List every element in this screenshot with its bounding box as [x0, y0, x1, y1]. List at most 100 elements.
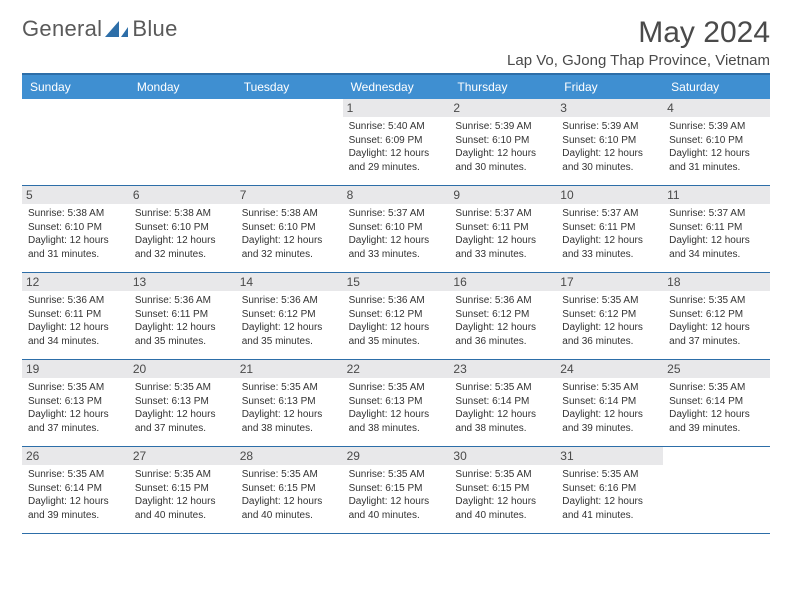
day-number: 4: [663, 99, 770, 117]
sunrise-line: Sunrise: 5:36 AM: [135, 294, 230, 308]
day-facts: Sunrise: 5:38 AMSunset: 6:10 PMDaylight:…: [242, 207, 337, 261]
day-number: 7: [236, 186, 343, 204]
day-facts: Sunrise: 5:39 AMSunset: 6:10 PMDaylight:…: [669, 120, 764, 174]
daylight-line: Daylight: 12 hours and 39 minutes.: [669, 408, 764, 435]
sunrise-line: Sunrise: 5:35 AM: [135, 468, 230, 482]
daylight-line: Daylight: 12 hours and 33 minutes.: [562, 234, 657, 261]
day-number: 10: [556, 186, 663, 204]
day-facts: Sunrise: 5:35 AMSunset: 6:13 PMDaylight:…: [135, 381, 230, 435]
daylight-line: Daylight: 12 hours and 30 minutes.: [455, 147, 550, 174]
sunrise-line: Sunrise: 5:36 AM: [242, 294, 337, 308]
day-number: 15: [343, 273, 450, 291]
daylight-line: Daylight: 12 hours and 30 minutes.: [562, 147, 657, 174]
sunrise-line: Sunrise: 5:39 AM: [455, 120, 550, 134]
day-facts: Sunrise: 5:35 AMSunset: 6:12 PMDaylight:…: [669, 294, 764, 348]
day-number: 21: [236, 360, 343, 378]
calendar-day-cell: 28Sunrise: 5:35 AMSunset: 6:15 PMDayligh…: [236, 447, 343, 533]
brand-word-2: Blue: [132, 16, 177, 42]
day-number: 5: [22, 186, 129, 204]
sunset-line: Sunset: 6:12 PM: [455, 308, 550, 322]
calendar-day-cell: 10Sunrise: 5:37 AMSunset: 6:11 PMDayligh…: [556, 186, 663, 272]
sunrise-line: Sunrise: 5:36 AM: [28, 294, 123, 308]
day-number: 9: [449, 186, 556, 204]
daylight-line: Daylight: 12 hours and 31 minutes.: [28, 234, 123, 261]
day-facts: Sunrise: 5:35 AMSunset: 6:12 PMDaylight:…: [562, 294, 657, 348]
day-number: 26: [22, 447, 129, 465]
sunrise-line: Sunrise: 5:35 AM: [349, 468, 444, 482]
daylight-line: Daylight: 12 hours and 37 minutes.: [135, 408, 230, 435]
sunset-line: Sunset: 6:13 PM: [349, 395, 444, 409]
sunset-line: Sunset: 6:11 PM: [669, 221, 764, 235]
daylight-line: Daylight: 12 hours and 39 minutes.: [28, 495, 123, 522]
sunrise-line: Sunrise: 5:37 AM: [669, 207, 764, 221]
sunrise-line: Sunrise: 5:38 AM: [28, 207, 123, 221]
calendar-empty-cell: [129, 99, 236, 185]
calendar-day-cell: 6Sunrise: 5:38 AMSunset: 6:10 PMDaylight…: [129, 186, 236, 272]
sunrise-line: Sunrise: 5:38 AM: [135, 207, 230, 221]
day-number: 2: [449, 99, 556, 117]
calendar-week-row: 5Sunrise: 5:38 AMSunset: 6:10 PMDaylight…: [22, 186, 770, 273]
sunrise-line: Sunrise: 5:39 AM: [669, 120, 764, 134]
day-facts: Sunrise: 5:36 AMSunset: 6:12 PMDaylight:…: [455, 294, 550, 348]
weekday-header: Sunday: [22, 75, 129, 99]
calendar-day-cell: 13Sunrise: 5:36 AMSunset: 6:11 PMDayligh…: [129, 273, 236, 359]
weekday-header: Saturday: [663, 75, 770, 99]
daylight-line: Daylight: 12 hours and 38 minutes.: [349, 408, 444, 435]
daylight-line: Daylight: 12 hours and 39 minutes.: [562, 408, 657, 435]
daylight-line: Daylight: 12 hours and 32 minutes.: [242, 234, 337, 261]
day-number: 31: [556, 447, 663, 465]
calendar-day-cell: 22Sunrise: 5:35 AMSunset: 6:13 PMDayligh…: [343, 360, 450, 446]
day-number: 27: [129, 447, 236, 465]
day-number: 28: [236, 447, 343, 465]
sunset-line: Sunset: 6:10 PM: [349, 221, 444, 235]
day-number: 6: [129, 186, 236, 204]
sunset-line: Sunset: 6:10 PM: [28, 221, 123, 235]
weekday-header: Thursday: [449, 75, 556, 99]
calendar-day-cell: 11Sunrise: 5:37 AMSunset: 6:11 PMDayligh…: [663, 186, 770, 272]
daylight-line: Daylight: 12 hours and 35 minutes.: [349, 321, 444, 348]
sunrise-line: Sunrise: 5:35 AM: [242, 468, 337, 482]
brand-word-1: General: [22, 16, 102, 42]
day-facts: Sunrise: 5:36 AMSunset: 6:12 PMDaylight:…: [242, 294, 337, 348]
weekday-header-row: SundayMondayTuesdayWednesdayThursdayFrid…: [22, 75, 770, 99]
sunset-line: Sunset: 6:11 PM: [135, 308, 230, 322]
month-title: May 2024: [507, 16, 770, 50]
sunrise-line: Sunrise: 5:37 AM: [455, 207, 550, 221]
sunrise-line: Sunrise: 5:35 AM: [242, 381, 337, 395]
sunrise-line: Sunrise: 5:35 AM: [562, 381, 657, 395]
day-facts: Sunrise: 5:40 AMSunset: 6:09 PMDaylight:…: [349, 120, 444, 174]
sunrise-line: Sunrise: 5:35 AM: [562, 294, 657, 308]
daylight-line: Daylight: 12 hours and 38 minutes.: [455, 408, 550, 435]
location-subtitle: Lap Vo, GJong Thap Province, Vietnam: [507, 52, 770, 69]
sunset-line: Sunset: 6:13 PM: [28, 395, 123, 409]
calendar-day-cell: 31Sunrise: 5:35 AMSunset: 6:16 PMDayligh…: [556, 447, 663, 533]
sunrise-line: Sunrise: 5:35 AM: [669, 381, 764, 395]
daylight-line: Daylight: 12 hours and 33 minutes.: [349, 234, 444, 261]
day-number: 18: [663, 273, 770, 291]
calendar-day-cell: 17Sunrise: 5:35 AMSunset: 6:12 PMDayligh…: [556, 273, 663, 359]
sunset-line: Sunset: 6:10 PM: [562, 134, 657, 148]
day-facts: Sunrise: 5:35 AMSunset: 6:13 PMDaylight:…: [242, 381, 337, 435]
day-number: 11: [663, 186, 770, 204]
daylight-line: Daylight: 12 hours and 36 minutes.: [562, 321, 657, 348]
day-facts: Sunrise: 5:37 AMSunset: 6:11 PMDaylight:…: [455, 207, 550, 261]
page-header: General Blue May 2024 Lap Vo, GJong Thap…: [22, 16, 770, 69]
calendar-day-cell: 7 Sunrise: 5:38 AMSunset: 6:10 PMDaylight…: [236, 186, 343, 272]
day-facts: Sunrise: 5:38 AMSunset: 6:10 PMDaylight:…: [28, 207, 123, 261]
day-facts: Sunrise: 5:35 AMSunset: 6:14 PMDaylight:…: [455, 381, 550, 435]
calendar-week-row: 26 Sunrise: 5:35 AM Sunset: 6:14 PMDayligh…: [22, 447, 770, 534]
daylight-line: Daylight: 12 hours and 37 minutes.: [669, 321, 764, 348]
sunrise-line: Sunrise: 5:35 AM: [669, 294, 764, 308]
calendar-body: 1Sunrise: 5:40 AMSunset: 6:09 PMDaylight…: [22, 99, 770, 534]
calendar-day-cell: 30Sunrise: 5:35 AMSunset: 6:15 PMDayligh…: [449, 447, 556, 533]
day-number: 30: [449, 447, 556, 465]
day-number: 29: [343, 447, 450, 465]
daylight-line: Daylight: 12 hours and 29 minutes.: [349, 147, 444, 174]
day-number: 3: [556, 99, 663, 117]
sunset-line: Sunset: 6:14 PM: [28, 482, 123, 496]
calendar-day-cell: 2Sunrise: 5:39 AMSunset: 6:10 PMDaylight…: [449, 99, 556, 185]
weekday-header: Friday: [556, 75, 663, 99]
sunrise-line: Sunrise: 5:35 AM: [562, 468, 657, 482]
day-facts: Sunrise: 5:35 AMSunset: 6:15 PMDaylight:…: [135, 468, 230, 522]
sunrise-line: Sunrise: 5:35 AM: [455, 468, 550, 482]
